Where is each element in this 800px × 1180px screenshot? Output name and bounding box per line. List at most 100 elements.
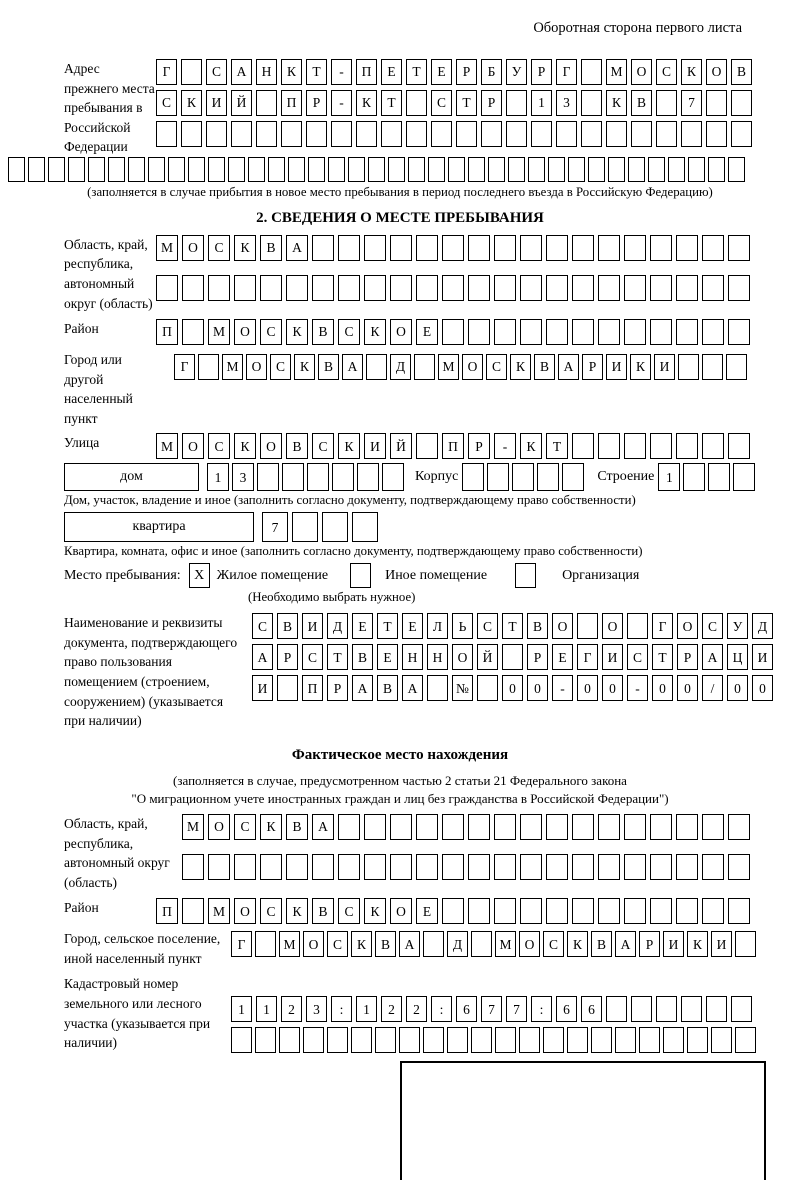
char-cell[interactable] [520,814,542,841]
char-cell[interactable]: И [206,90,227,116]
char-cell[interactable]: К [630,354,651,381]
char-cell[interactable] [731,996,752,1023]
char-cell[interactable] [231,1027,252,1054]
char-cell[interactable] [442,234,464,261]
char-cell[interactable] [676,274,698,301]
char-cell[interactable]: И [606,354,627,381]
char-cell[interactable] [156,274,178,301]
char-cell[interactable]: 0 [677,675,698,702]
char-cell[interactable]: К [510,354,531,381]
char-cell[interactable] [442,898,464,925]
char-cell[interactable]: : [331,996,352,1023]
char-cell[interactable]: Т [652,644,673,671]
char-cell[interactable] [546,854,568,881]
char-cell[interactable]: А [312,814,334,841]
char-cell[interactable]: М [156,234,178,261]
char-cell[interactable]: К [286,319,308,346]
char-cell[interactable] [572,319,594,346]
char-cell[interactable] [148,156,165,182]
char-cell[interactable] [519,1027,540,1054]
char-cell[interactable]: 3 [556,90,577,116]
char-cell[interactable] [231,121,252,147]
char-cell[interactable]: А [252,644,273,671]
char-cell[interactable] [624,854,646,881]
char-cell[interactable]: Й [390,433,412,460]
char-cell[interactable] [312,274,334,301]
char-cell[interactable] [428,156,445,182]
char-cell[interactable] [728,319,750,346]
char-cell[interactable]: Р [277,644,298,671]
char-cell[interactable]: Т [377,613,398,640]
char-cell[interactable]: 7 [506,996,527,1023]
char-cell[interactable] [399,1027,420,1054]
char-cell[interactable] [688,156,705,182]
char-cell[interactable]: А [399,931,420,958]
char-cell[interactable]: Е [416,319,438,346]
char-cell[interactable] [168,156,185,182]
char-cell[interactable]: С [702,613,723,640]
char-cell[interactable]: О [246,354,267,381]
char-cell[interactable]: Е [552,644,573,671]
char-cell[interactable]: - [331,59,352,85]
char-cell[interactable] [416,814,438,841]
char-cell[interactable] [332,463,354,492]
char-cell[interactable]: А [231,59,252,85]
char-cell[interactable] [322,512,348,543]
char-cell[interactable]: - [331,90,352,116]
char-cell[interactable] [357,463,379,492]
char-cell[interactable] [731,121,752,147]
char-cell[interactable] [366,354,387,381]
char-cell[interactable] [255,931,276,958]
char-cell[interactable] [494,898,516,925]
char-cell[interactable] [156,121,177,147]
char-cell[interactable] [728,274,750,301]
char-cell[interactable]: В [277,613,298,640]
char-cell[interactable] [702,319,724,346]
char-cell[interactable] [648,156,665,182]
char-cell[interactable] [528,156,545,182]
char-cell[interactable] [182,898,204,925]
char-cell[interactable] [687,1027,708,1054]
char-cell[interactable] [639,1027,660,1054]
char-cell[interactable] [368,156,385,182]
char-cell[interactable]: К [294,354,315,381]
char-cell[interactable]: А [558,354,579,381]
char-cell[interactable]: М [438,354,459,381]
char-cell[interactable] [591,1027,612,1054]
char-cell[interactable] [702,433,724,460]
stay-type-checkbox-organization[interactable] [515,563,537,589]
char-cell[interactable] [442,814,464,841]
char-cell[interactable]: 1 [658,463,681,492]
char-cell[interactable]: 7 [481,996,502,1023]
char-cell[interactable]: 3 [306,996,327,1023]
char-cell[interactable] [581,59,602,85]
char-cell[interactable]: 2 [406,996,427,1023]
char-cell[interactable] [495,1027,516,1054]
char-cell[interactable] [546,234,568,261]
char-cell[interactable] [512,463,535,492]
char-cell[interactable] [546,319,568,346]
char-cell[interactable]: А [342,354,363,381]
char-cell[interactable] [606,996,627,1023]
char-cell[interactable]: С [312,433,334,460]
char-cell[interactable] [728,433,750,460]
char-cell[interactable]: 1 [356,996,377,1023]
char-cell[interactable] [702,898,724,925]
char-cell[interactable] [390,854,412,881]
char-cell[interactable] [506,121,527,147]
char-cell[interactable]: Е [352,613,373,640]
char-cell[interactable]: Т [456,90,477,116]
char-cell[interactable] [423,931,444,958]
char-cell[interactable] [598,433,620,460]
char-cell[interactable] [431,121,452,147]
char-cell[interactable]: К [520,433,542,460]
char-cell[interactable]: С [270,354,291,381]
char-cell[interactable] [364,854,386,881]
char-cell[interactable] [390,814,412,841]
char-cell[interactable] [338,234,360,261]
char-cell[interactable] [678,354,699,381]
char-cell[interactable]: М [606,59,627,85]
char-cell[interactable] [447,1027,468,1054]
char-cell[interactable] [702,814,724,841]
char-cell[interactable] [416,854,438,881]
